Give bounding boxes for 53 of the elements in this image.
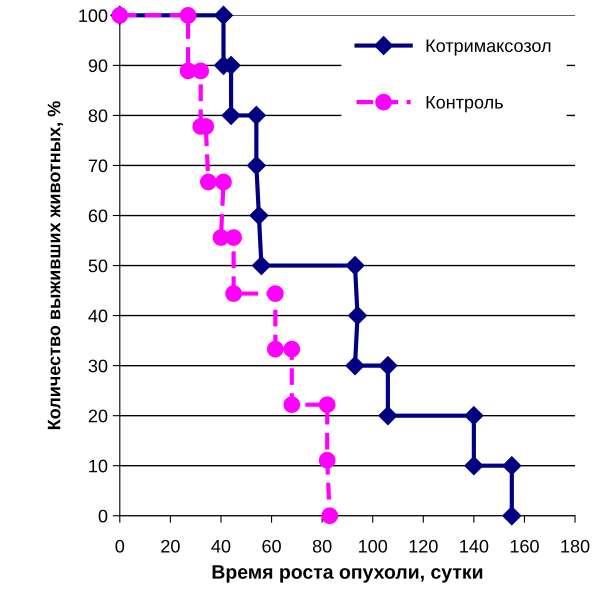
point (180, 7, 196, 24)
x-axis-title: Время роста опухоли, сутки (212, 565, 482, 583)
y-axis-title: Количество выживших животных, % (48, 101, 64, 430)
point (215, 174, 232, 190)
point (267, 340, 284, 358)
x-tick-label: 40 (211, 540, 230, 553)
y-tick-label: 40 (88, 310, 108, 322)
y-tick-label: 100 (79, 9, 108, 22)
y-tick-label: 80 (88, 109, 108, 122)
point (267, 285, 284, 302)
point (464, 456, 484, 476)
x-tick-label: 120 (410, 540, 438, 553)
point (321, 507, 338, 524)
y-tick-label: 50 (88, 259, 108, 272)
point (348, 306, 368, 326)
point (192, 62, 210, 80)
point (345, 356, 365, 376)
x-tick-label: 0 (115, 540, 124, 553)
point (464, 406, 484, 426)
point (225, 285, 242, 302)
point (249, 206, 268, 226)
point (246, 106, 266, 125)
point (283, 396, 300, 414)
y-tick-label: 90 (88, 59, 108, 72)
legend-label: Котримаксозол (426, 39, 550, 56)
x-tick-label: 180 (561, 540, 590, 553)
point (502, 506, 522, 526)
x-tick-label: 60 (262, 540, 281, 553)
point (318, 396, 336, 414)
point (214, 6, 234, 25)
legend-label: Контроль (426, 96, 503, 112)
x-tick-label: 80 (312, 540, 332, 553)
y-tick-label: 30 (88, 360, 108, 372)
y-tick-label: 0 (98, 510, 108, 522)
x-tick-label: 20 (161, 540, 180, 553)
point (318, 452, 336, 469)
y-tick-label: 10 (89, 460, 108, 472)
point (345, 256, 365, 276)
y-tick-label: 20 (88, 410, 108, 422)
point (378, 356, 398, 376)
x-tick-label: 140 (460, 540, 488, 553)
y-tick-label: 60 (88, 209, 108, 222)
point (502, 456, 522, 476)
point (200, 174, 217, 190)
point (222, 106, 241, 125)
point (225, 229, 242, 246)
point (246, 156, 266, 176)
x-tick-label: 100 (359, 540, 388, 553)
x-tick-label: 160 (510, 540, 539, 553)
point (283, 340, 300, 358)
y-tick-label: 70 (88, 159, 108, 172)
point (252, 256, 271, 276)
point (378, 406, 398, 426)
